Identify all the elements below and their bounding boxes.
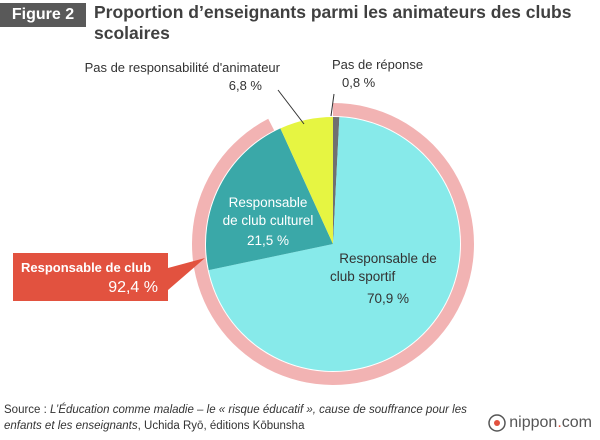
brand-dot: . <box>557 414 562 431</box>
leader-line-no-animator <box>277 89 305 125</box>
label-cultural: Responsable de club culturel 21,5 % <box>203 194 333 250</box>
label-cultural-value: 21,5 % <box>246 233 290 248</box>
slice-cultural-club <box>206 128 333 271</box>
chart-title: Proportion d’enseignants parmi les anima… <box>94 2 590 44</box>
source-prefix: Source : <box>4 404 51 416</box>
label-no-response-name: Pas de réponse <box>332 57 424 72</box>
label-sport-name-2: club sportif <box>330 269 396 284</box>
leader-line-no-response <box>330 93 335 117</box>
callout-value: 92,4 % <box>108 279 158 296</box>
label-no-animator-name: Pas de responsabilité d'animateur <box>84 60 280 75</box>
label-sport: Responsable de club sportif 70,9 % <box>318 250 458 308</box>
callout-pointer <box>168 258 205 290</box>
nippon-logo: nippon. com <box>488 414 592 432</box>
label-no-response-value: 0,8 % <box>342 75 376 90</box>
chart-title-line-1: Proportion d’enseignants parmi les anima… <box>94 2 572 22</box>
callout-label: Responsable de club <box>21 260 152 275</box>
chart-title-line-2: scolaires <box>94 23 170 43</box>
nippon-mark-icon <box>488 414 507 432</box>
slice-sport-club <box>208 117 460 372</box>
label-sport-value: 70,9 % <box>366 291 410 306</box>
club-total-callout: Responsable de club 92,4 % <box>13 253 168 301</box>
source-note: Source : L’Éducation comme maladie – le … <box>4 402 484 434</box>
label-cultural-name-2: de club culturel <box>222 213 314 228</box>
slice-no-animator <box>280 117 333 244</box>
source-title: L’Éducation comme maladie – le « risque … <box>4 404 467 432</box>
label-no-response: Pas de réponse 0,8 % <box>332 56 423 92</box>
brand-tld: com <box>561 414 592 431</box>
brand-name: nippon <box>509 414 558 431</box>
label-no-animator: Pas de responsabilité d'animateur 6,8 % <box>40 59 280 95</box>
figure-badge: Figure 2 <box>0 3 86 27</box>
label-no-animator-value: 6,8 % <box>228 78 262 93</box>
source-rest: , Uchida Ryō, éditions Kōbunsha <box>137 420 305 432</box>
slice-no-response <box>333 117 340 244</box>
label-cultural-name-1: Responsable <box>228 195 308 210</box>
label-sport-name-1: Responsable de <box>339 251 437 266</box>
